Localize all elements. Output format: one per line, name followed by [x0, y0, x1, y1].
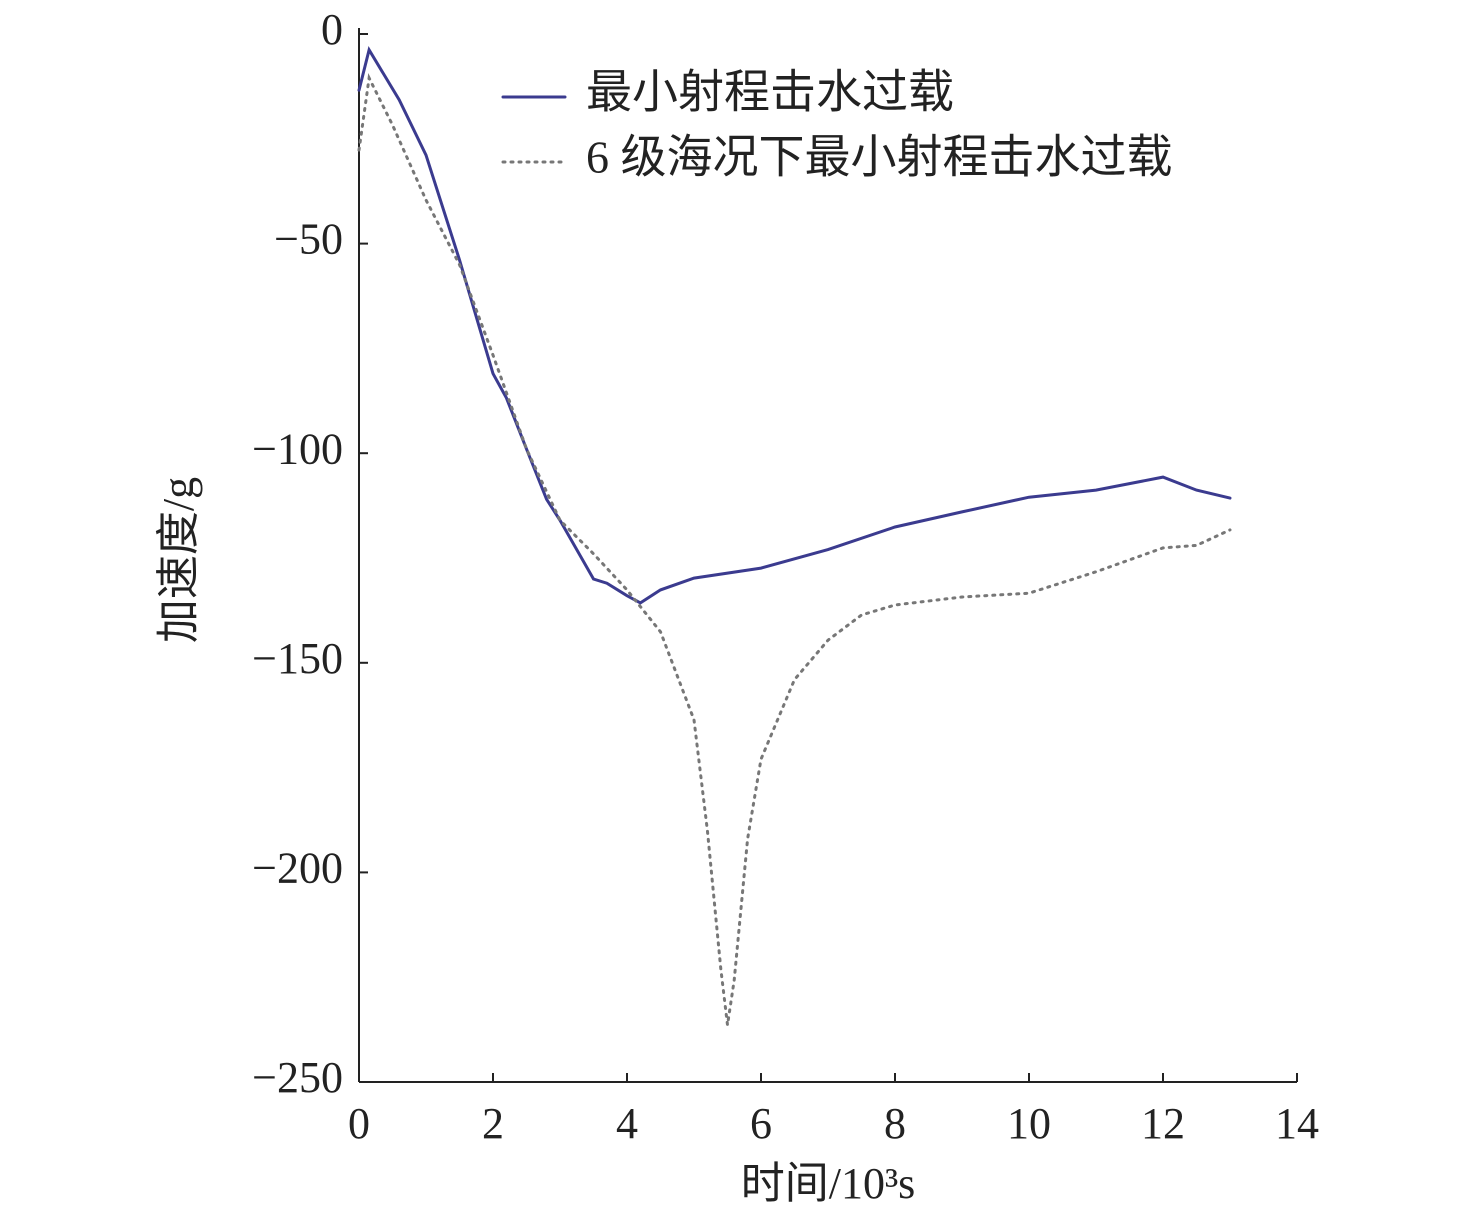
- x-tick-label: 6: [750, 1099, 772, 1148]
- x-tick-label: 12: [1141, 1099, 1185, 1148]
- legend-label: 最小射程击水过载: [586, 67, 954, 118]
- y-tick-label: −200: [252, 843, 343, 892]
- x-tick-label: 14: [1275, 1099, 1319, 1148]
- y-tick-label: −150: [252, 634, 343, 683]
- y-tick-label: −100: [252, 424, 343, 473]
- x-tick-label: 0: [348, 1099, 370, 1148]
- x-axis-label: 时间/10³s: [741, 1159, 916, 1208]
- x-tick-label: 10: [1007, 1099, 1051, 1148]
- legend-label: 6 级海况下最小射程击水过载: [586, 132, 1173, 183]
- series-line: [357, 72, 1232, 1026]
- y-axis-label: 加速度/g: [154, 477, 203, 643]
- y-tick-label: −250: [252, 1053, 343, 1102]
- x-tick-label: 8: [884, 1099, 906, 1148]
- x-tick-label: 4: [616, 1099, 638, 1148]
- series-line: [357, 46, 1232, 605]
- y-tick-label: −50: [274, 215, 343, 264]
- y-tick-label: 0: [321, 5, 343, 54]
- x-tick-label: 2: [482, 1099, 504, 1148]
